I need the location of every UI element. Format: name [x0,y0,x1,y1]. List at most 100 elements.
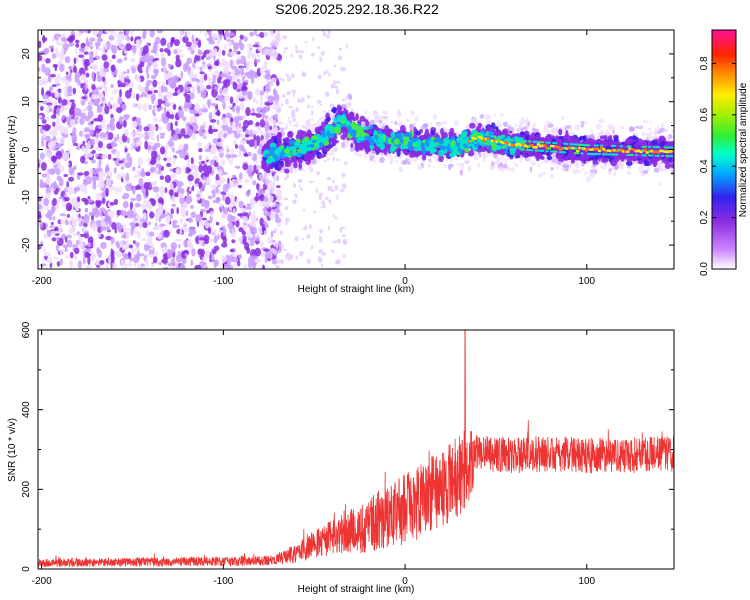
spectrogram-cell [167,140,174,147]
spectrogram-cell [52,101,58,106]
spectrogram-cell [57,97,62,104]
spectrogram-cell [59,249,65,253]
spectrogram-cell [52,216,56,221]
spectrogram-cell [211,103,218,107]
spectrogram-cell [60,233,67,240]
spectrogram-cell [59,136,65,145]
spectrogram-cell [102,44,106,49]
spectrogram-cell [190,157,194,165]
spectrogram-cell [122,255,129,260]
spectrogram-cell [238,236,243,243]
spectrogram-cell [250,255,255,262]
spectrogram-cell [111,222,117,230]
spectrogram-cell [148,104,152,111]
spectrogram-cell [71,137,77,144]
spectrogram-cell [294,236,299,242]
spectrogram-cell [477,152,482,155]
spectrogram-cell [268,82,274,87]
spectrogram-cell [73,186,81,192]
spectrogram-cell [43,47,50,54]
spectrogram-cell [62,114,65,121]
spectrogram-cell [80,110,85,114]
spectrogram-cell [122,200,129,209]
spectrogram-cell [334,240,337,244]
spectrogram-cell [84,62,88,71]
spectrogram-cell [169,182,174,190]
spectrogram-cell [213,55,216,62]
spectrogram-cell [193,105,201,111]
spectrogram-cell [523,126,528,131]
spectrogram-cell [326,157,330,161]
spectrogram-cell [265,117,271,122]
spectrogram-cell [65,71,69,76]
spectrogram-cell [169,101,175,106]
spectrogram-cell [60,165,65,173]
spectrogram-cell [38,101,43,107]
spectrogram-cell [312,37,315,42]
spectrogram-cell [206,37,212,42]
spectrogram-cell [231,174,235,179]
spectrogram-cell [285,254,288,260]
spectrogram-cell [161,258,168,264]
spectrogram-cell [251,107,255,113]
spectrogram-cell [223,67,230,74]
spectrogram-cell [68,148,71,154]
spectrogram-cell [229,234,237,237]
spectrogram-cell [202,256,207,262]
spectrogram-cell [256,183,260,191]
spectrogram-cell [92,177,97,187]
spectrogram-cell [179,218,184,224]
spectrogram-cell [203,73,208,81]
spectrogram-cell [54,90,59,96]
spectrogram-cell [227,42,233,47]
spectrogram-cell [294,168,298,174]
spectrogram-cell [590,129,594,135]
spectrogram-cell [187,83,193,88]
spectrogram-cell [212,128,219,133]
spectrogram-cell [100,227,104,232]
spectrogram-cell [236,260,241,267]
spectrogram-cell [524,119,530,125]
spectrogram-cell [253,30,257,36]
spectrogram-cell [57,198,60,204]
spectrogram-cell [139,253,145,257]
spectrogram-cell [313,210,316,214]
spectrogram-cell [222,263,229,269]
spectrogram-cell [232,263,238,268]
spectrogram-cell [238,122,242,128]
spectrogram-cell [68,160,73,169]
spectrogram-cell [167,49,171,57]
spectrogram-cell [89,37,96,42]
spectrogram-cell [201,55,205,61]
spectrogram-cell [200,208,207,213]
spectrogram-cell [48,216,53,221]
spectrogram-cell [59,63,65,72]
spectrogram-cell [172,147,175,153]
spectrogram-cell [99,210,103,218]
spectrogram-cell [47,209,53,217]
spectrogram-cell [69,226,76,232]
spectrogram-cell [318,257,323,263]
spectrogram-cell [56,107,61,117]
spectrogram-cell [73,66,78,73]
spectrogram-cell [98,47,102,51]
spectrogram-cell [300,97,305,103]
spectrogram-cell [178,244,181,249]
spectrogram-cell [217,234,220,240]
spectrogram-cell [161,81,167,86]
spectrogram-cell [110,64,116,72]
spectrogram-cell [172,156,176,165]
spectrogram-cell [304,41,308,44]
spectrogram-cell [157,107,163,111]
spectrogram-cell [97,104,103,113]
spectrogram-cell [372,110,377,115]
spectrogram-cell [292,182,297,188]
spectrogram-cell [337,55,343,61]
spectrogram-cell [326,34,330,39]
spectrogram-cell [394,159,400,163]
spectrogram-cell [199,71,205,75]
spectrogram-cell [216,95,222,101]
spectrogram-cell [61,37,68,43]
spectrogram-cell [159,48,164,53]
spectrogram-cell [115,33,122,38]
